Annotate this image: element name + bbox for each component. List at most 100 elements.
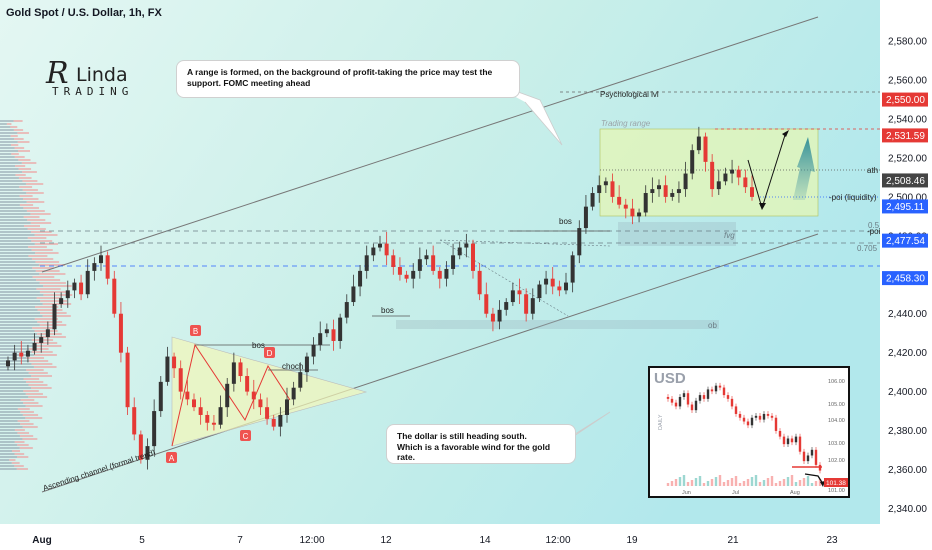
bos-mid-label: bos [381,306,394,315]
candle-body [736,169,741,178]
volume-profile-bar [0,273,40,275]
volume-profile-bar [0,120,14,122]
usd-candle-body [746,421,750,426]
volume-profile-bar [0,147,15,149]
candle-body [378,243,382,248]
volume-profile-bar [0,180,23,182]
chart-title: Gold Spot / U.S. Dollar, 1h, FX [6,7,162,19]
volume-profile-bar [0,309,38,311]
candle-body [265,407,270,419]
volume-profile-bar [35,261,60,263]
volume-profile-bar [0,426,23,428]
candle-body [311,344,316,357]
volume-profile-bar [29,348,49,350]
x-tick-label: 5 [139,535,145,546]
candle-body [85,270,90,295]
candle-body [238,362,243,377]
candle-body [477,270,482,295]
volume-profile-bar [20,423,34,425]
ob-box [396,320,719,329]
volume-profile-bar [18,159,31,161]
volume-profile-bar [0,375,32,377]
candle-body [112,278,117,314]
candle-body [537,284,542,299]
x-tick-label: 7 [237,535,243,546]
volume-profile-bar [0,198,24,200]
volume-profile-bar [0,258,32,260]
price-tag [882,271,928,286]
price-tag-label: 2,550.00 [886,95,925,106]
candle-body [72,282,77,291]
x-tick-label: 12:00 [299,535,324,546]
candle-body [338,317,343,341]
usd-candle-body [678,396,682,407]
candle-body [178,368,183,392]
volume-profile-bar [0,456,17,458]
svg-text:Jul: Jul [732,490,739,496]
candle-body [444,268,449,279]
volume-profile-bar [0,261,36,263]
usd-candle-body [714,385,718,392]
volume-profile-bar [42,315,71,317]
volume-profile-bar [0,159,19,161]
usd-volume-bar [754,475,758,486]
volume-profile-bar [18,168,32,170]
usd-volume-bar [694,478,698,486]
trading-range-box [599,128,819,217]
usd-volume-bar [710,479,714,486]
volume-profile-bar [31,231,52,233]
volume-profile-bar [31,240,53,242]
volume-profile-bar [0,255,29,257]
volume-profile-bar [0,222,31,224]
price-tag [882,128,928,143]
usd-volume-bar [802,478,806,486]
candle-body [285,399,289,415]
volume-profile-bar [10,144,19,146]
volume-profile-bar [10,135,18,137]
candle-body [417,259,422,271]
volume-profile-bar [0,366,34,368]
volume-profile-bar [19,186,33,188]
candle-body [364,255,369,271]
usd-inset-chart: USD DAILY 101.38 106.00 105.00 104.00 10… [648,366,850,498]
volume-profile-bar [23,378,40,380]
volume-profile-bar [31,375,52,377]
usd-candle-body [674,402,678,407]
volume-profile-bar [0,288,37,290]
big-up-arrow [793,137,815,200]
volume-profile-bar [0,303,43,305]
volume-profile-bar [0,246,29,248]
volume-profile-bar [32,327,54,329]
volume-profile-bar [34,243,59,245]
time-axis[interactable]: Aug 5 7 12:00 12 14 12:00 19 21 23 [32,535,838,546]
candle-body [490,313,495,322]
candle-body [45,329,50,338]
candle-body [583,206,588,229]
volume-profile-bar [0,378,24,380]
volume-profile-bar [0,345,37,347]
candle-body [132,407,137,435]
channel-lower-line [41,233,819,493]
volume-profile-bar [0,207,24,209]
y-tick-label: 2,540.00 [888,115,927,126]
volume-profile-bar [0,363,32,365]
volume-profile-bar [21,162,37,164]
svg-text:106.00: 106.00 [828,379,845,385]
volume-profile-bar [0,285,44,287]
psychological-label: Psychological lvl [600,90,659,99]
candle-body [530,298,535,314]
candle-body [610,181,615,197]
usd-candle-body [734,406,738,414]
volume-profile-bar [25,417,43,419]
candle-body [630,208,635,217]
candle-body [597,185,602,194]
volume-profile-bar [0,300,41,302]
candle-body [696,136,701,151]
usd-volume-bar [810,483,814,486]
usd-volume-bar [798,480,802,486]
volume-profile-bar [17,432,30,434]
volume-profile-bar [34,234,58,236]
usd-volume-bar [774,483,778,486]
candle-body [391,255,396,267]
volume-profile-bar [39,336,66,338]
